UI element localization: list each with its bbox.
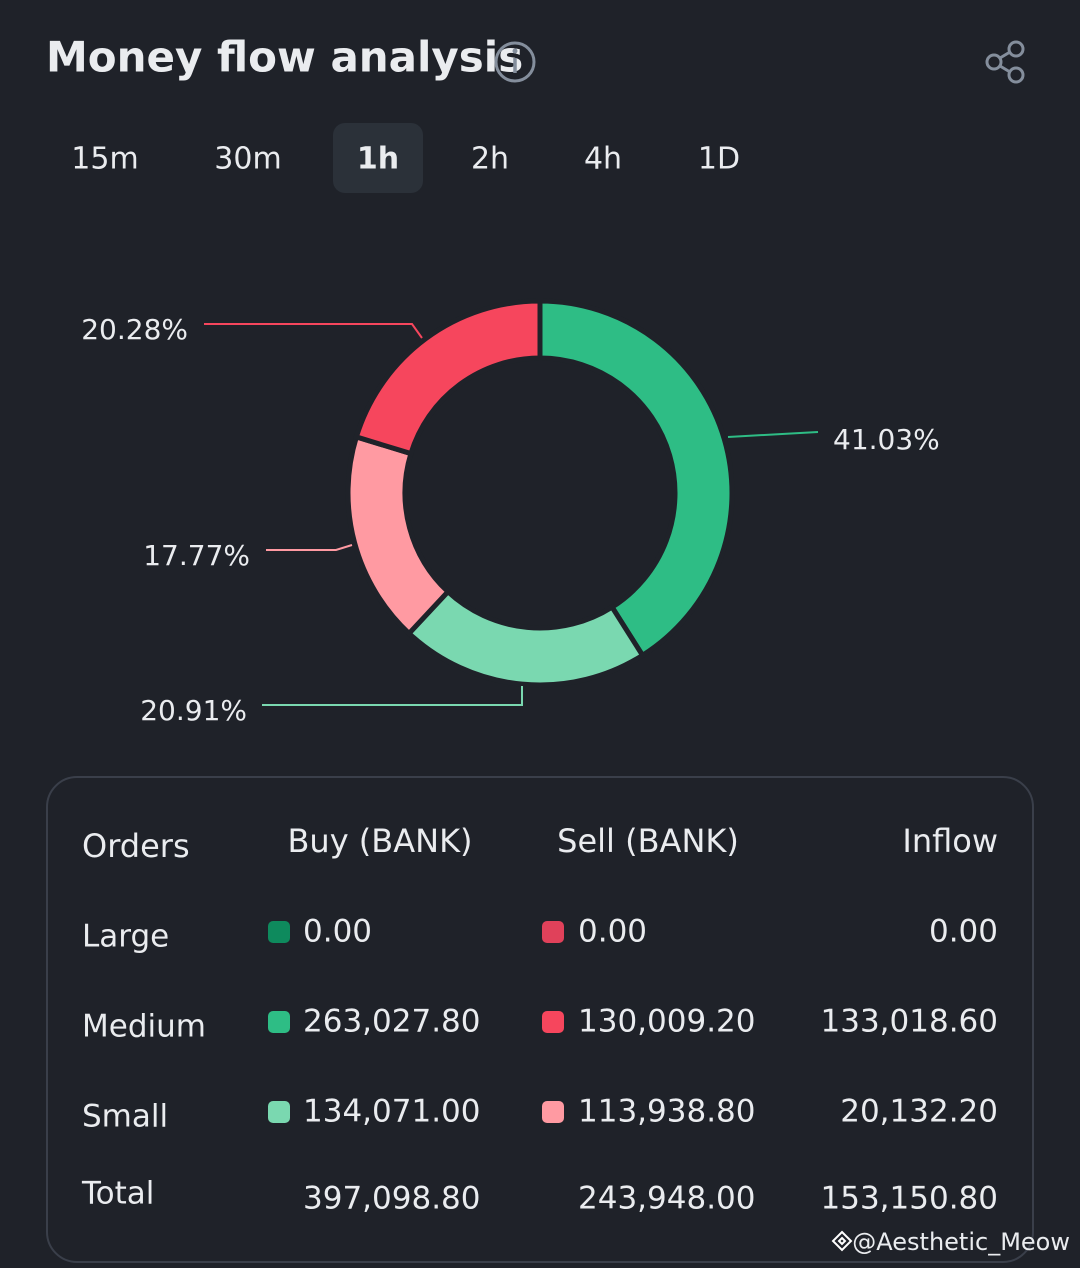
- buy-swatch: [268, 1101, 290, 1123]
- slice-label: 20.91%: [140, 694, 247, 727]
- info-icon[interactable]: [494, 41, 536, 83]
- title: Money flow analysis: [46, 33, 523, 82]
- buy-swatch: [268, 1011, 290, 1033]
- sell-swatch: [542, 921, 564, 943]
- buy-value: 263,027.80: [303, 1004, 481, 1040]
- tab[interactable]: 30m: [214, 142, 281, 177]
- inflow-value: 133,018.60: [821, 1004, 999, 1040]
- sell-value: 0.00: [578, 914, 647, 950]
- buy-swatch: [268, 921, 290, 943]
- share-icon[interactable]: [985, 40, 1025, 84]
- tab[interactable]: 15m: [71, 142, 138, 177]
- row-label: Small: [82, 1099, 168, 1135]
- table-header: Sell (BANK): [557, 822, 739, 860]
- donut-slice: [353, 298, 543, 457]
- sell-swatch: [542, 1101, 564, 1123]
- inflow-value: 0.00: [929, 914, 998, 950]
- sell-value: 243,948.00: [578, 1181, 756, 1217]
- donut-chart: 41.03% 20.91% 17.77% 20.28%: [81, 298, 940, 727]
- table-header: Orders: [82, 827, 190, 865]
- leader-line: [262, 686, 523, 706]
- watermark: @Aesthetic_Meow: [852, 1228, 1070, 1256]
- order-table: Orders Buy (BANK) Sell (BANK) Inflow Large 0.…: [81, 822, 998, 1217]
- slice-label: 20.28%: [81, 313, 188, 346]
- active-tab-bg: [333, 123, 423, 193]
- slice-label: 41.03%: [833, 423, 940, 456]
- timeframe-tabs: 15m 30m 1h 2h 4h 1D: [71, 123, 740, 193]
- tab[interactable]: 4h: [584, 142, 622, 177]
- inflow-value: 153,150.80: [821, 1181, 999, 1217]
- buy-value: 397,098.80: [303, 1181, 481, 1217]
- buy-value: 134,071.00: [303, 1094, 481, 1130]
- table-header: Inflow: [902, 822, 998, 860]
- donut-slice: [537, 298, 735, 659]
- row-label: Medium: [82, 1009, 206, 1045]
- table-header: Buy (BANK): [287, 822, 472, 860]
- tab[interactable]: 2h: [471, 142, 509, 177]
- slice-label: 17.77%: [143, 539, 250, 572]
- row-label: Total: [81, 1176, 154, 1212]
- inflow-value: 20,132.20: [840, 1094, 998, 1130]
- leader-line: [204, 323, 423, 339]
- sell-value: 113,938.80: [578, 1094, 756, 1130]
- row-label: Large: [82, 919, 169, 955]
- sell-swatch: [542, 1011, 564, 1033]
- watermark-icon: [831, 1230, 853, 1252]
- buy-value: 0.00: [303, 914, 372, 950]
- table-card: [46, 776, 1034, 1263]
- leader-line: [266, 544, 353, 551]
- leader-line: [727, 431, 819, 438]
- sell-value: 130,009.20: [578, 1004, 756, 1040]
- tab[interactable]: 1D: [698, 142, 740, 177]
- tab[interactable]: 1h: [357, 142, 399, 177]
